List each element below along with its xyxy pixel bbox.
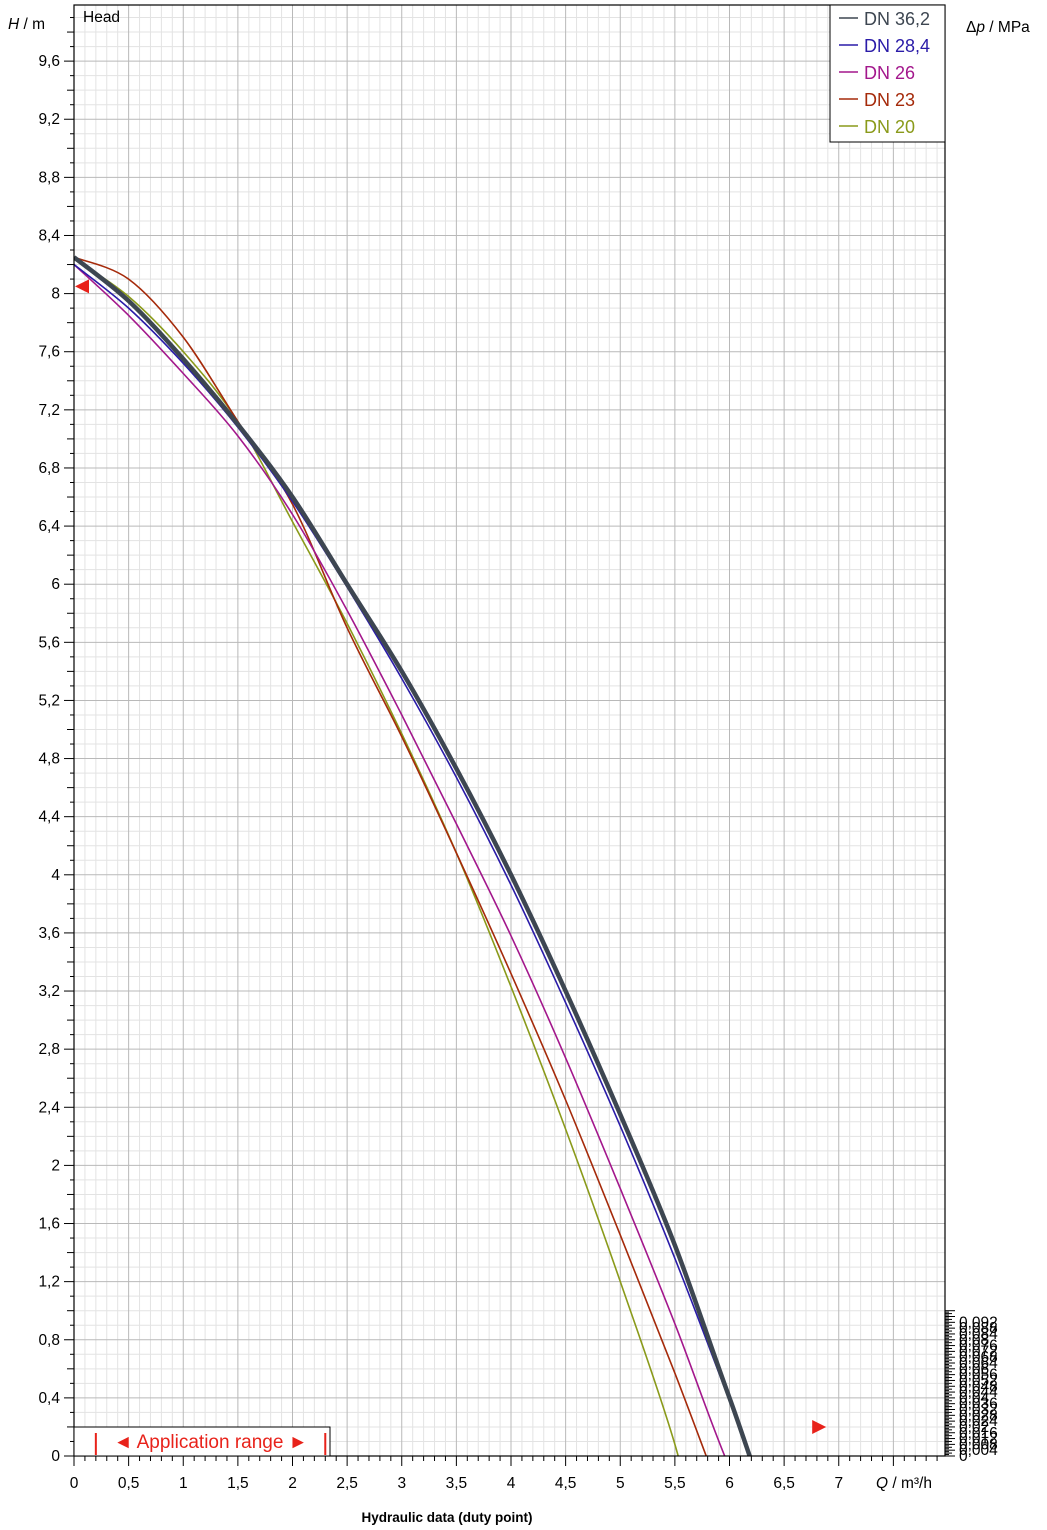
x-tick-label: 6,5 [773,1475,795,1492]
left-tick-label: 2 [51,1157,60,1174]
left-tick-label: 3,2 [38,983,60,1000]
x-tick-label: 2,5 [336,1475,358,1492]
right-tick-label: 0,04 [959,1390,990,1407]
x-tick-label: 1,5 [227,1475,249,1492]
axes-layer [73,4,946,1457]
application-range: ◄ Application range ► [73,1426,331,1457]
right-tick-label: 0,092 [959,1314,998,1331]
right-tick-label: 0,072 [959,1343,998,1360]
legend-label: DN 23 [864,90,915,110]
right-tick-label: 0,024 [959,1413,998,1430]
right-tick-label: 0,008 [959,1436,998,1453]
left-tick-label: 0,4 [38,1390,60,1407]
right-tick-label: 0,044 [959,1384,998,1401]
duty-markers [75,279,827,1434]
legend-box [829,4,946,143]
left-tick-label: 2,4 [38,1099,60,1116]
panel-label: Head [83,9,120,26]
right-tick-label: 0,028 [959,1407,998,1424]
application-range-box [73,1426,331,1457]
plot-frame [73,4,946,1457]
x-tick-label: 4 [507,1475,516,1492]
right-axis-title: Δp / MPa [966,19,1030,36]
left-tick-label: 2,8 [38,1041,60,1058]
left-tick-label: 4,8 [38,751,60,768]
right-tick-label: 0,048 [959,1378,998,1395]
left-axis-title: H / m [8,16,45,33]
left-tick-label: 3,6 [38,925,60,942]
right-tick-label: 0,016 [959,1425,998,1442]
right-tick-label: 0,08 [959,1332,989,1349]
right-tick-label: 0,088 [959,1320,998,1337]
left-tick-label: 8,4 [38,227,60,244]
chart-title: Hydraulic data (duty point) [361,1510,532,1525]
series-line-dn-36-2 [74,255,753,1456]
left-tick-label: 8 [51,286,60,303]
left-tick-label: 9,2 [38,111,60,128]
left-tick-label: 5,2 [38,692,60,709]
left-tick-label: 0 [51,1448,60,1465]
right-tick-label: 0,084 [959,1326,998,1343]
series-line-dn-20 [74,258,680,1456]
x-tick-label: 3,5 [446,1475,468,1492]
x-tick-label: 5,5 [664,1475,686,1492]
left-tick-label: 6,8 [38,460,60,477]
duty-marker-head [75,279,89,294]
series-layer [74,255,753,1456]
legend-label: DN 26 [864,63,915,83]
left-tick-label: 1,6 [38,1216,60,1233]
left-tick-label: 8,8 [38,169,60,186]
legend-label: DN 28,4 [864,36,930,56]
x-tick-label: 0 [70,1475,79,1492]
right-tick-label: 0,06 [959,1361,989,1378]
right-tick-label: 0,068 [959,1349,998,1366]
left-axis-ticks: 0 0,4 0,8 1,2 1,6 2 2,4 2,8 3,2 3,6 4 4,4 4,8 5,2 5,6 6… [38,17,74,1465]
x-tick-label: 6 [725,1475,734,1492]
left-tick-label: 7,6 [38,344,60,361]
left-tick-label: 0,8 [38,1332,60,1349]
right-axis-ticks: 00,0040,0080,0120,0160,020,0240,0280,032… [945,1310,998,1465]
legend-label: DN 36,2 [864,9,930,29]
left-tick-label: 4,4 [38,809,60,826]
right-tick-label: 0,004 [959,1442,998,1459]
legend: DN 36,2 DN 28,4 DN 26 DN 23 DN 20 [829,4,946,143]
left-tick-label: 5,6 [38,634,60,651]
right-tick-label: 0,064 [959,1355,998,1372]
left-tick-label: 4 [51,867,60,884]
legend-label: DN 20 [864,117,915,137]
application-range-label: ◄ Application range ► [114,1432,308,1453]
left-tick-label: 6 [51,576,60,593]
right-tick-label: 0 [959,1448,968,1465]
x-tick-label: 2 [288,1475,297,1492]
right-tick-label: 0,036 [959,1396,998,1413]
x-tick-label: 7 [834,1475,843,1492]
series-line-dn-23 [74,256,708,1456]
x-axis-title: Q / m³/h [876,1475,932,1492]
right-tick-label: 0,012 [959,1431,998,1448]
duty-marker-flow [812,1420,827,1434]
x-tick-label: 1 [179,1475,188,1492]
minor-grid [74,5,945,1456]
left-tick-label: 6,4 [38,518,60,535]
right-tick-label: 0,052 [959,1372,998,1389]
x-tick-label: 5 [616,1475,625,1492]
right-tick-label: 0,076 [959,1338,998,1355]
x-axis-ticks: 0 0,5 1 1,5 2 2,5 3 3,5 4 4,5 5 5,5 6 6,5 7 [70,1456,938,1492]
x-tick-label: 0,5 [118,1475,140,1492]
series-line-dn-26 [74,263,726,1456]
right-tick-label: 0,056 [959,1367,998,1384]
left-tick-label: 7,2 [38,402,60,419]
right-tick-label: 0,02 [959,1419,989,1436]
left-tick-label: 9,6 [38,53,60,70]
left-tick-label: 1,2 [38,1274,60,1291]
x-tick-label: 3 [397,1475,406,1492]
x-tick-label: 4,5 [555,1475,577,1492]
major-grid [73,5,945,1457]
right-tick-label: 0,032 [959,1402,998,1419]
